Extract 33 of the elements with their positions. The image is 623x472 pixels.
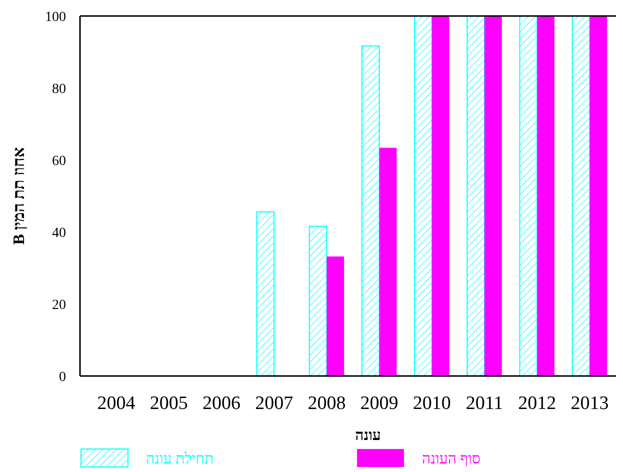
- bar: [572, 16, 590, 376]
- bar: [466, 16, 485, 376]
- x-tick-label: 2011: [466, 393, 504, 414]
- bar: [537, 16, 554, 376]
- legend-label: תחילת עונה: [146, 450, 214, 468]
- x-tick-label: 2006: [202, 393, 240, 414]
- bar: [326, 256, 344, 376]
- x-tick-label: 2013: [570, 393, 609, 414]
- legend-label: סוף העונה: [422, 451, 480, 468]
- x-tick-label: 2007: [255, 393, 294, 414]
- bar: [308, 226, 328, 376]
- y-tick-label: 20: [52, 298, 66, 313]
- y-tick-label: 60: [52, 154, 66, 169]
- bar: [361, 45, 380, 376]
- bar: [484, 16, 502, 376]
- y-tick-label: 40: [52, 226, 66, 241]
- x-tick-label: 2009: [360, 393, 398, 414]
- bar: [519, 16, 538, 376]
- bar: [432, 16, 450, 376]
- bar: [379, 148, 397, 376]
- bar: [256, 211, 275, 376]
- y-tick-label: 0: [59, 370, 66, 385]
- y-tick-label: 100: [45, 10, 66, 25]
- y-tick-label: 80: [52, 82, 66, 97]
- x-tick-label: 2008: [308, 393, 346, 414]
- x-tick-label: 2010: [412, 393, 451, 414]
- y-axis-title: אחוז תת המין B: [11, 147, 28, 245]
- x-tick-label: 2012: [518, 393, 556, 414]
- x-axis-title: עונה: [355, 428, 381, 444]
- x-tick-label: 2005: [150, 393, 188, 414]
- bar: [414, 16, 432, 376]
- bar: [590, 16, 608, 376]
- x-tick-label: 2004: [97, 393, 136, 414]
